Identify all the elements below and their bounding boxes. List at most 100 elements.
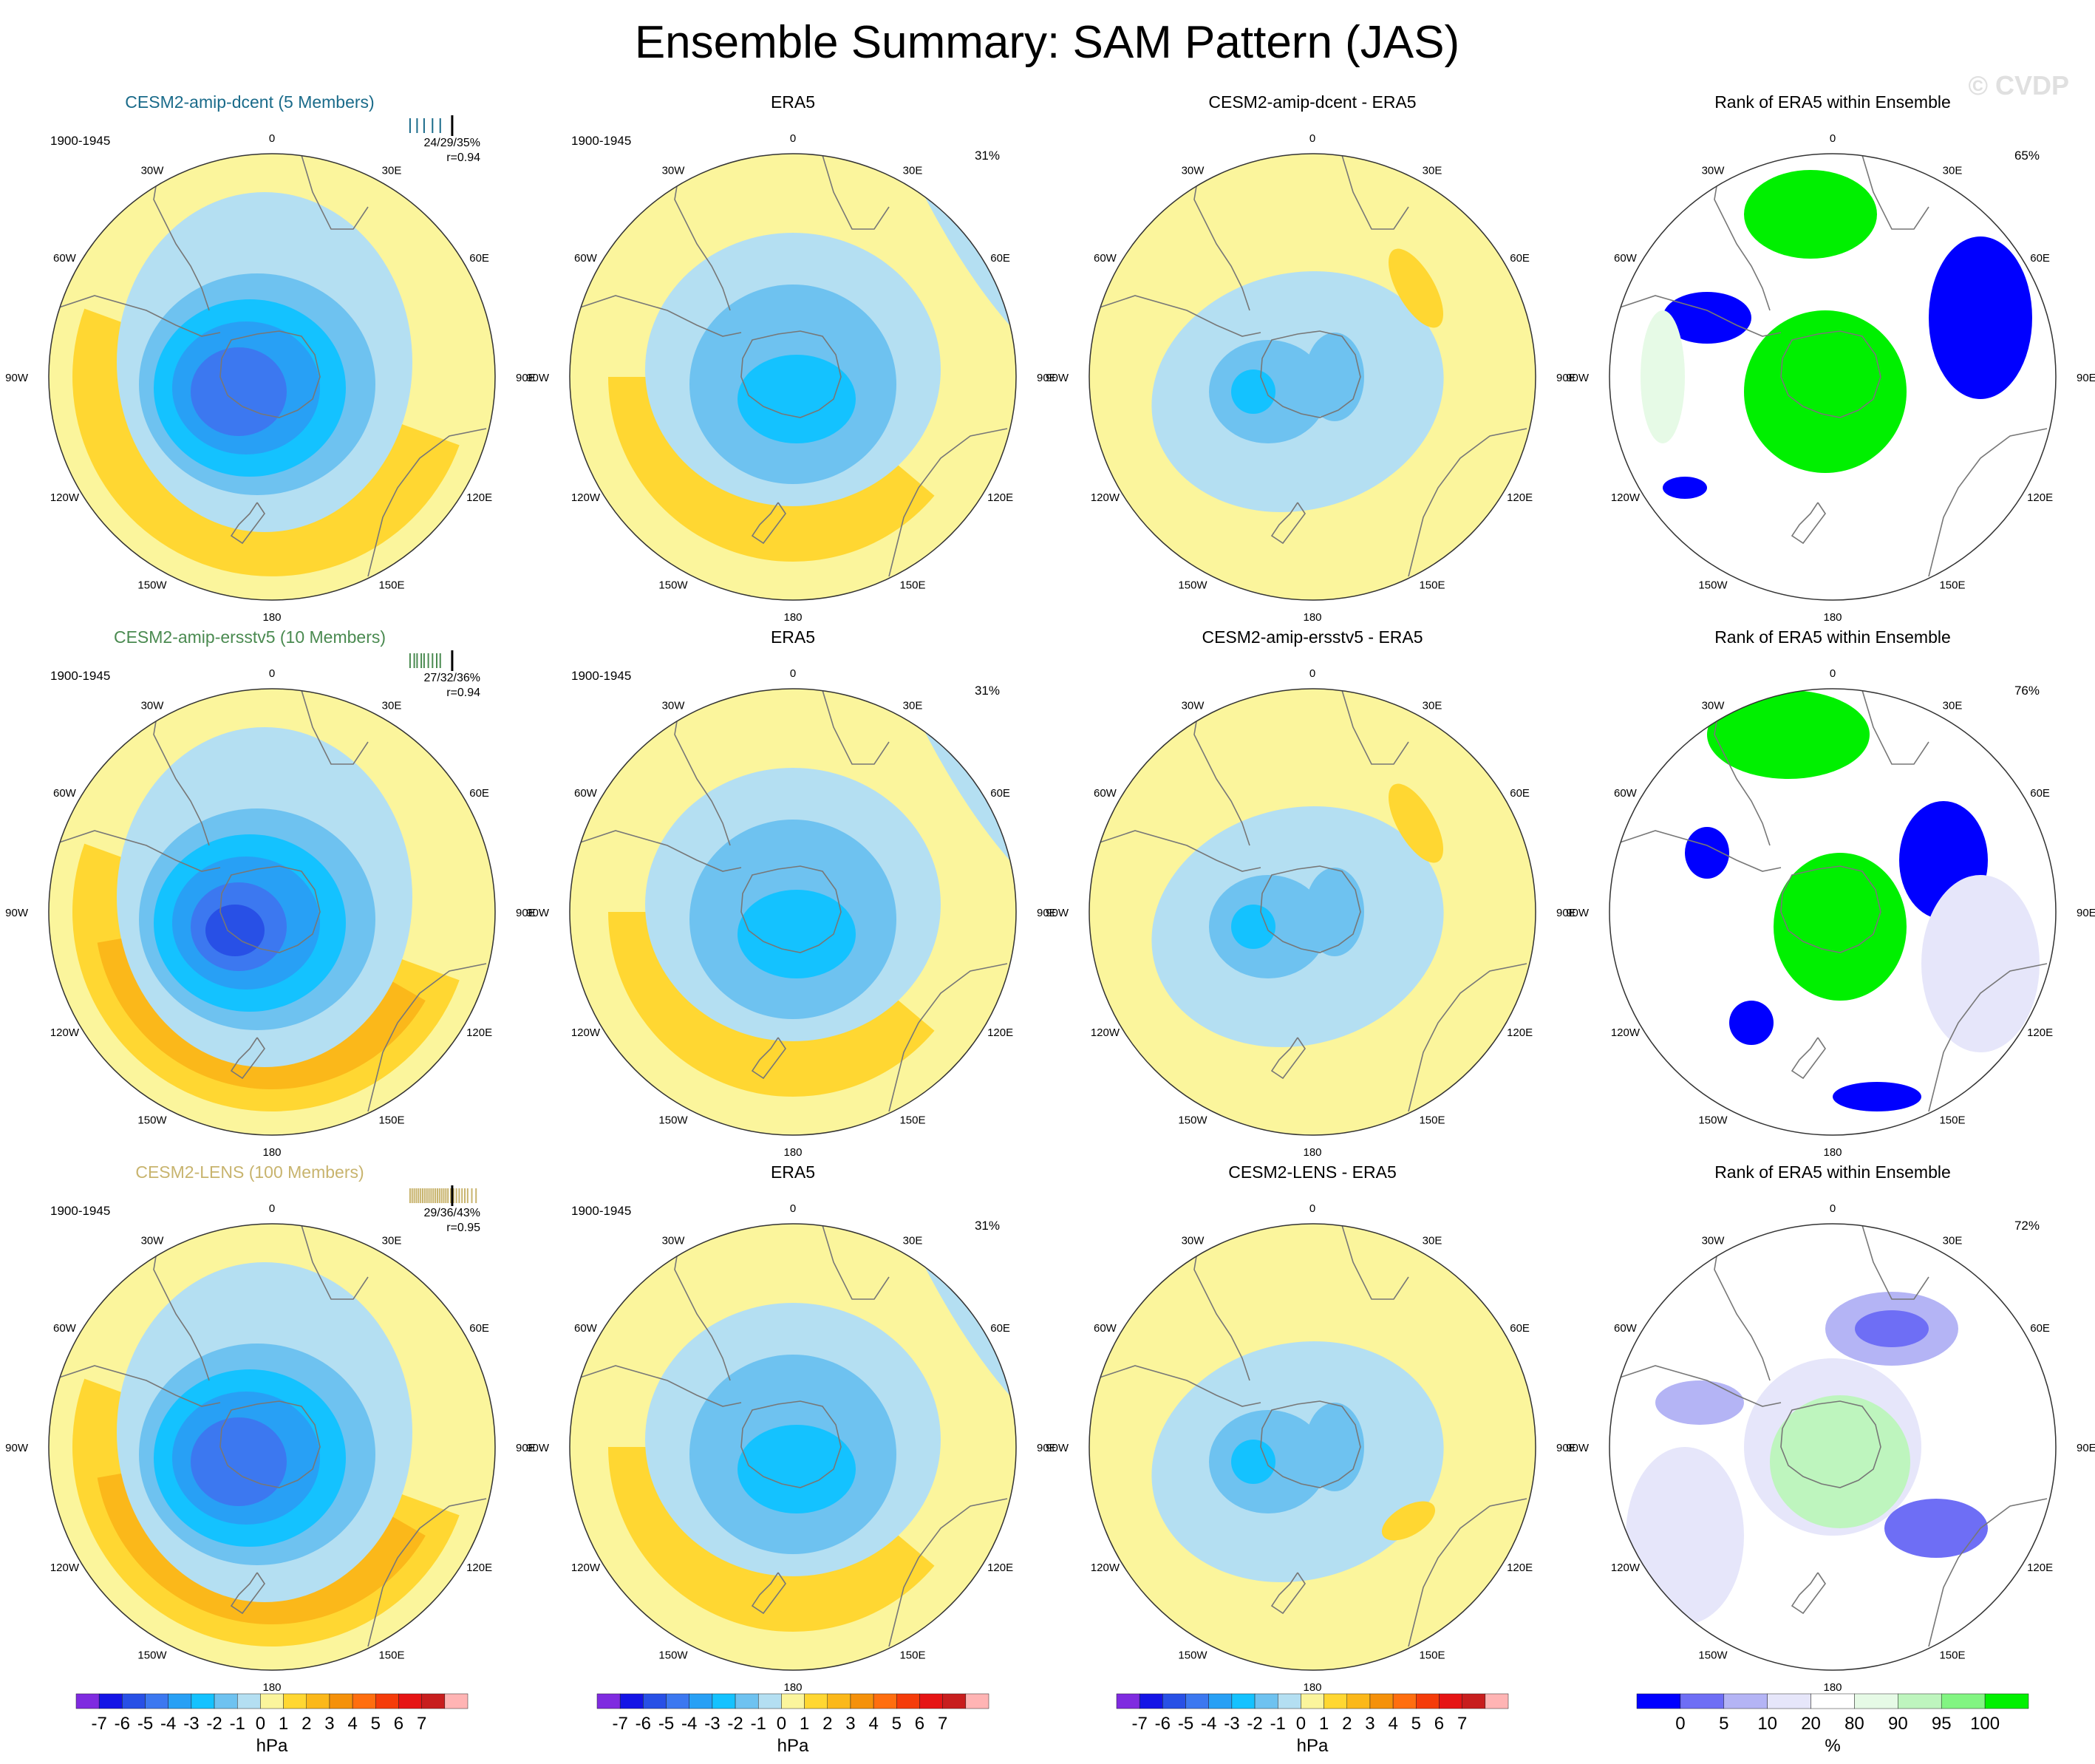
coastline-africa <box>1341 1225 1409 1300</box>
coastline-antarctica <box>1780 330 1881 418</box>
colorbar-tick-label: 2 <box>1342 1714 1352 1734</box>
colorbar-swatch <box>919 1693 943 1709</box>
map-boundary <box>48 153 496 601</box>
colorbar-swatch <box>619 1693 644 1709</box>
panel-title: ERA5 <box>771 627 815 647</box>
panel-title: Rank of ERA5 within Ensemble <box>1714 1162 1951 1182</box>
lon-label: 90W <box>1566 1442 1590 1454</box>
map-field <box>49 1224 495 1670</box>
map-field <box>570 1224 1016 1670</box>
lon-label: 90W <box>5 372 29 384</box>
colorbar-tick-label: 95 <box>1932 1714 1952 1734</box>
lon-label: 150E <box>1939 579 1965 592</box>
coastline-south-america <box>1090 1365 1261 1407</box>
lon-label: 30W <box>1182 164 1205 177</box>
map-boundary <box>569 153 1017 601</box>
colorbar-tick-label: 3 <box>324 1714 334 1734</box>
panel-row3-diff: 0 30E 60E 90E 120E 150E 180 150W 120W 90W 60W 30W CE… <box>1046 1162 1576 1694</box>
panel-row2-model: 0 30E 60E 90E 120E 150E 180 150W 120W 90W 60W 30W CE… <box>5 627 536 1159</box>
map-boundary <box>48 688 496 1136</box>
coastline-south-america-east <box>674 154 731 311</box>
lon-label: 150W <box>1178 579 1207 592</box>
colorbar-tick-label: 0 <box>1675 1714 1685 1734</box>
colorbar-hpa-2: -7 -6 -5 -4 -3 -2 -1 0 1 2 3 4 5 6 7 hPa <box>596 1693 989 1756</box>
lon-label: 120W <box>571 1026 601 1039</box>
pattern-correlation: r=0.94 <box>446 151 480 164</box>
panel-row3-model: 0 30E 60E 90E 120E 150E 180 150W 120W 90W 60W 30W CE… <box>5 1162 536 1694</box>
rank-high-north <box>1707 690 1870 779</box>
colorbar-tick-label: -2 <box>1247 1714 1262 1734</box>
colorbar-tick-label: 5 <box>1411 1714 1421 1734</box>
lon-label: 60W <box>1094 252 1117 265</box>
coastline-new-zealand <box>1270 1572 1306 1615</box>
period-label: 1900-1945 <box>50 669 110 683</box>
colorbar-tick-label: -4 <box>681 1714 697 1734</box>
negative-min <box>205 905 265 956</box>
colorbar-swatch <box>75 1693 100 1709</box>
panel-title: CESM2-amip-dcent - ERA5 <box>1208 92 1416 112</box>
coastline-new-zealand <box>751 1037 786 1080</box>
rank-percent: 76% <box>2014 684 2040 698</box>
lon-label: 180 <box>1303 1681 1321 1694</box>
lon-label: 150E <box>378 579 404 592</box>
colorbar-swatch <box>1898 1693 1942 1709</box>
colorbar-tick-label: -3 <box>704 1714 720 1734</box>
lon-label: 30W <box>1702 699 1726 712</box>
colorbar-swatch <box>804 1693 828 1709</box>
positive-patch <box>1381 1501 1436 1541</box>
colorbar-swatch <box>1231 1693 1256 1709</box>
coastline-south-america-east <box>1714 154 1771 311</box>
lon-label: 60W <box>1094 1322 1117 1335</box>
lon-label: 90E <box>516 907 536 919</box>
lon-label: 180 <box>262 611 281 624</box>
lon-label: 30W <box>1702 1234 1726 1247</box>
panel-row2-rank: 0 30E 60E 90E 120E 150E 180 150W 120W 90W 60W 30W Ra… <box>1566 627 2095 1159</box>
lon-label: 60E <box>990 787 1010 800</box>
coastline-australia <box>888 963 1008 1112</box>
lon-label: 120E <box>2027 491 2053 504</box>
lon-label: 150W <box>1698 1114 1728 1127</box>
negative-core <box>191 1417 287 1506</box>
lon-label: 90E <box>2077 907 2095 919</box>
colorbar-tick-label: -5 <box>1178 1714 1193 1734</box>
map-boundary <box>1089 153 1536 601</box>
lon-label: 60E <box>2030 1322 2050 1335</box>
colorbar-tick-label: 4 <box>868 1714 878 1734</box>
period-label: 1900-1945 <box>50 1204 110 1218</box>
lon-label: 120W <box>50 1562 80 1574</box>
colorbar-tick-label: 90 <box>1888 1714 1908 1734</box>
panel-title: CESM2-LENS - ERA5 <box>1228 1162 1397 1182</box>
lon-label: 30W <box>1182 699 1205 712</box>
coastline-africa <box>822 689 890 765</box>
lon-label: 60W <box>1094 787 1117 800</box>
lon-label: 0 <box>790 667 796 680</box>
explained-variance: 31% <box>975 684 1000 698</box>
lon-label: 150E <box>899 1649 925 1662</box>
lon-label: 150W <box>137 579 167 592</box>
lon-label: 60W <box>1614 1322 1638 1335</box>
map-field <box>1609 154 2056 600</box>
coastline-new-zealand <box>751 1572 786 1615</box>
coastline-south-america <box>50 1365 221 1407</box>
lon-label: 180 <box>1823 611 1842 624</box>
lon-label: 30E <box>382 1234 402 1247</box>
lon-label: 120E <box>466 1562 492 1574</box>
lon-label: 150W <box>658 579 688 592</box>
negative-secondary <box>1305 868 1364 956</box>
colorbar-swatch <box>735 1693 759 1709</box>
colorbar-tick-label: 4 <box>347 1714 357 1734</box>
lon-label: 90E <box>1556 907 1576 919</box>
colorbar-tick-label: 80 <box>1844 1714 1864 1734</box>
lon-label: 120E <box>466 491 492 504</box>
coastline-antarctica <box>740 865 842 953</box>
pattern-correlation: r=0.95 <box>446 1222 480 1234</box>
map-field <box>1089 154 1536 600</box>
colorbar-swatch <box>421 1693 446 1709</box>
colorbar-swatch <box>214 1693 238 1709</box>
map-field <box>1089 689 1536 1135</box>
colorbar-tick-label: 1 <box>279 1714 288 1734</box>
positive-core <box>97 936 426 1089</box>
colorbar-tick-label: 2 <box>302 1714 311 1734</box>
panel-title: Rank of ERA5 within Ensemble <box>1714 92 1951 112</box>
lon-label: 0 <box>1830 1202 1836 1215</box>
